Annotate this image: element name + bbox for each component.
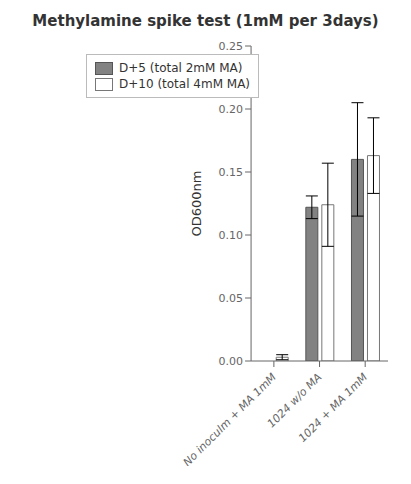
svg-text:0.25: 0.25 [219, 40, 244, 53]
svg-text:OD600nm: OD600nm [189, 171, 204, 237]
svg-text:0.05: 0.05 [219, 292, 244, 305]
svg-text:0.00: 0.00 [219, 355, 244, 368]
svg-text:0.20: 0.20 [219, 103, 244, 116]
svg-text:0.10: 0.10 [219, 229, 244, 242]
svg-text:1024 + MA 1mM: 1024 + MA 1mM [296, 370, 371, 445]
html-text:Methylamine spike test (1mM pe: Methylamine spike test (1mM per 3days) [32, 12, 379, 30]
svg-text:No inoculm + MA 1mM: No inoculm + MA 1mM [181, 370, 280, 466]
html-text:D+10 (total 4mM MA): D+10 (total 4mM MA) [119, 77, 251, 91]
svg-text:0.15: 0.15 [219, 166, 244, 179]
html-text:D+5 (total 2mM MA): D+5 (total 2mM MA) [119, 61, 243, 75]
svg-text:1024 w/o MA: 1024 w/o MA [264, 370, 325, 431]
